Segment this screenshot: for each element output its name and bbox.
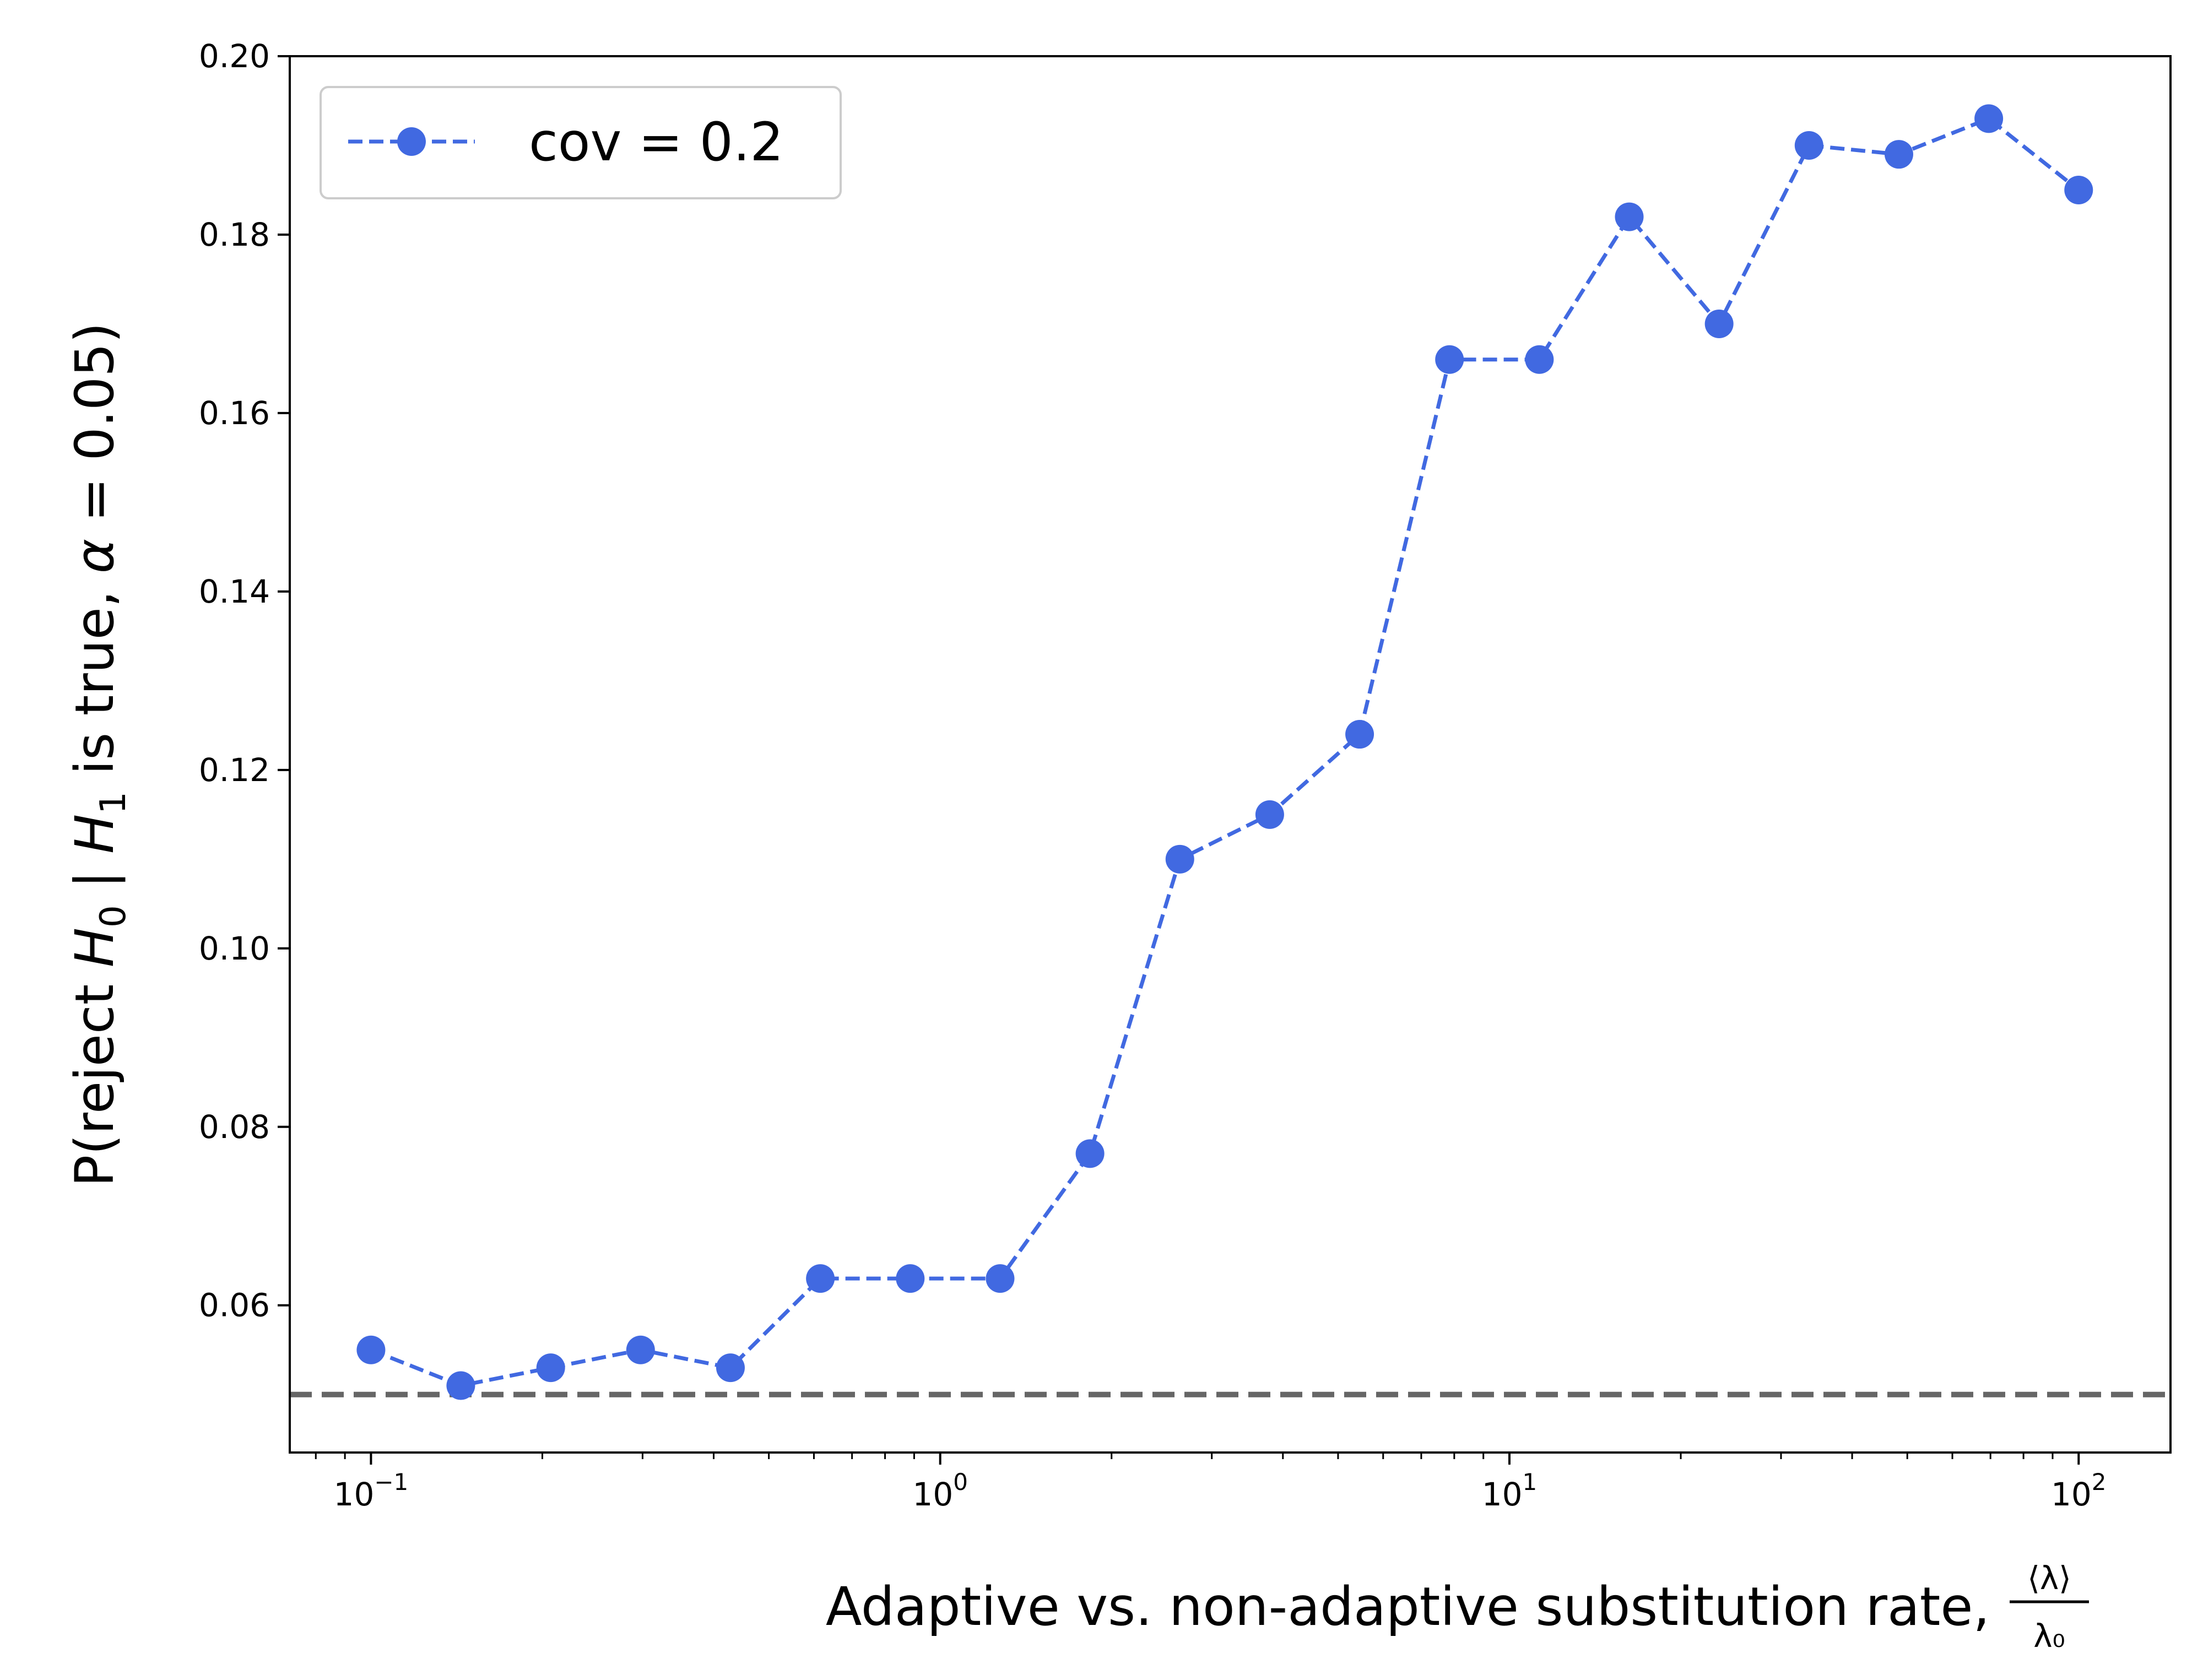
x-axis-label-fraction: ⟨λ⟩ λ₀ <box>2010 1559 2089 1655</box>
data-point <box>1075 1139 1105 1168</box>
data-point <box>716 1353 745 1383</box>
x-tick-label: 10−1 <box>334 1468 409 1513</box>
legend-marker <box>397 127 426 156</box>
y-tick-label: 0.20 <box>199 37 270 75</box>
data-point <box>986 1264 1015 1293</box>
series-line <box>370 116 2080 1388</box>
y-tick-label: 0.16 <box>199 394 270 432</box>
y-tick-label: 0.08 <box>199 1108 270 1146</box>
legend-box <box>320 86 842 199</box>
legend: cov = 0.2 <box>320 86 842 199</box>
data-point <box>1615 202 1644 231</box>
y-axis-label: P(reject H0 | H1 is true, α = 0.05) <box>64 322 134 1186</box>
data-point <box>1974 104 2004 133</box>
y-axis-ticks: 0.06 0.08 0.10 0.12 0.14 0.16 0.18 0.20 <box>199 37 290 1324</box>
y-tick-label: 0.18 <box>199 216 270 253</box>
y-tick-label: 0.12 <box>199 751 270 789</box>
data-point <box>1435 345 1464 374</box>
data-point <box>1165 844 1194 874</box>
plot-frame <box>289 55 2172 1454</box>
data-point <box>1345 720 1374 749</box>
data-point <box>1255 800 1284 829</box>
data-point <box>896 1264 925 1293</box>
data-point <box>1525 345 1554 374</box>
data-point <box>626 1335 655 1364</box>
x-axis-ticks: 10−1 100 101 102 <box>315 1453 2107 1513</box>
y-tick-label: 0.14 <box>199 573 270 610</box>
x-axis-label-numerator: ⟨λ⟩ <box>2027 1559 2071 1597</box>
legend-label: cov = 0.2 <box>529 111 783 173</box>
data-point <box>536 1353 565 1383</box>
x-axis-label-denominator: λ₀ <box>2033 1617 2065 1655</box>
data-point <box>1794 131 1823 160</box>
data-point <box>806 1264 835 1293</box>
data-point <box>2064 175 2093 204</box>
data-point <box>1884 140 1913 169</box>
series-layer <box>356 104 2093 1400</box>
y-tick-label: 0.06 <box>199 1287 270 1324</box>
y-tick-label: 0.10 <box>199 930 270 967</box>
x-tick-label: 102 <box>2051 1468 2107 1513</box>
x-axis-label: Adaptive vs. non-adaptive substitution r… <box>826 1576 1990 1638</box>
x-tick-label: 100 <box>912 1468 968 1513</box>
data-point <box>1704 309 1734 338</box>
data-point <box>356 1335 386 1364</box>
data-point <box>446 1371 475 1400</box>
x-tick-label: 101 <box>1482 1468 1538 1513</box>
